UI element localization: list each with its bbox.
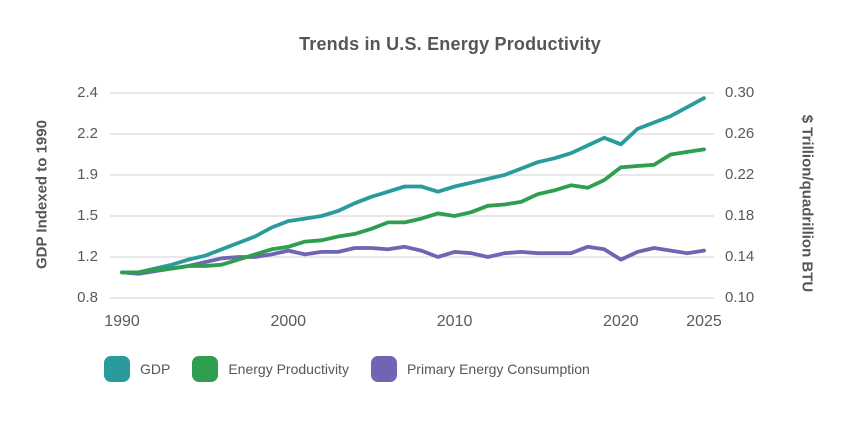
primary-energy-consumption-line	[120, 244, 706, 276]
tick-right-label: 0.14	[725, 248, 755, 265]
legend-label-gdp: GDP	[140, 361, 171, 377]
legend-label-energy-productivity: Energy Productivity	[228, 361, 349, 377]
legend: GDP Energy Productivity Primary Energy C…	[104, 356, 590, 382]
tick-left-label: 1.9	[77, 166, 98, 183]
tick-x-label: 2000	[270, 313, 307, 330]
tick-right-label: 0.22	[725, 166, 755, 183]
legend-item-gdp[interactable]: GDP	[104, 356, 170, 382]
tick-right-label: 0.26	[725, 125, 755, 142]
energy-productivity-legend-swatch-icon	[192, 356, 219, 382]
legend-label-primary-energy-consumption: Primary Energy Consumption	[406, 361, 590, 377]
tick-left-label: 2.4	[77, 84, 98, 101]
tick-left-label: 1.2	[77, 248, 98, 265]
legend-item-energy-productivity[interactable]: Energy Productivity	[192, 356, 349, 382]
tick-right-label: 0.18	[725, 207, 755, 224]
tick-x-label: 1990	[104, 313, 140, 330]
gdp-line	[120, 96, 706, 275]
energy-productivity-line	[120, 147, 706, 275]
tick-x-label: 2025	[686, 313, 722, 330]
primary-energy-consumption-legend-swatch-icon	[370, 356, 397, 382]
tick-left-label: 1.5	[77, 207, 98, 224]
chart-title: Trends in U.S. Energy Productivity	[299, 34, 601, 54]
tick-left-label: 2.2	[77, 125, 98, 142]
gdp-legend-swatch-icon	[104, 356, 130, 382]
tick-x-label: 2010	[436, 313, 473, 330]
tick-left-label: 0.8	[77, 289, 98, 306]
tick-right-label: 0.30	[725, 84, 755, 101]
tick-right-label: 0.10	[725, 289, 755, 306]
legend-item-primary-energy-consumption[interactable]: Primary Energy Consumption	[370, 356, 590, 382]
tick-x-label: 2020	[603, 313, 639, 330]
